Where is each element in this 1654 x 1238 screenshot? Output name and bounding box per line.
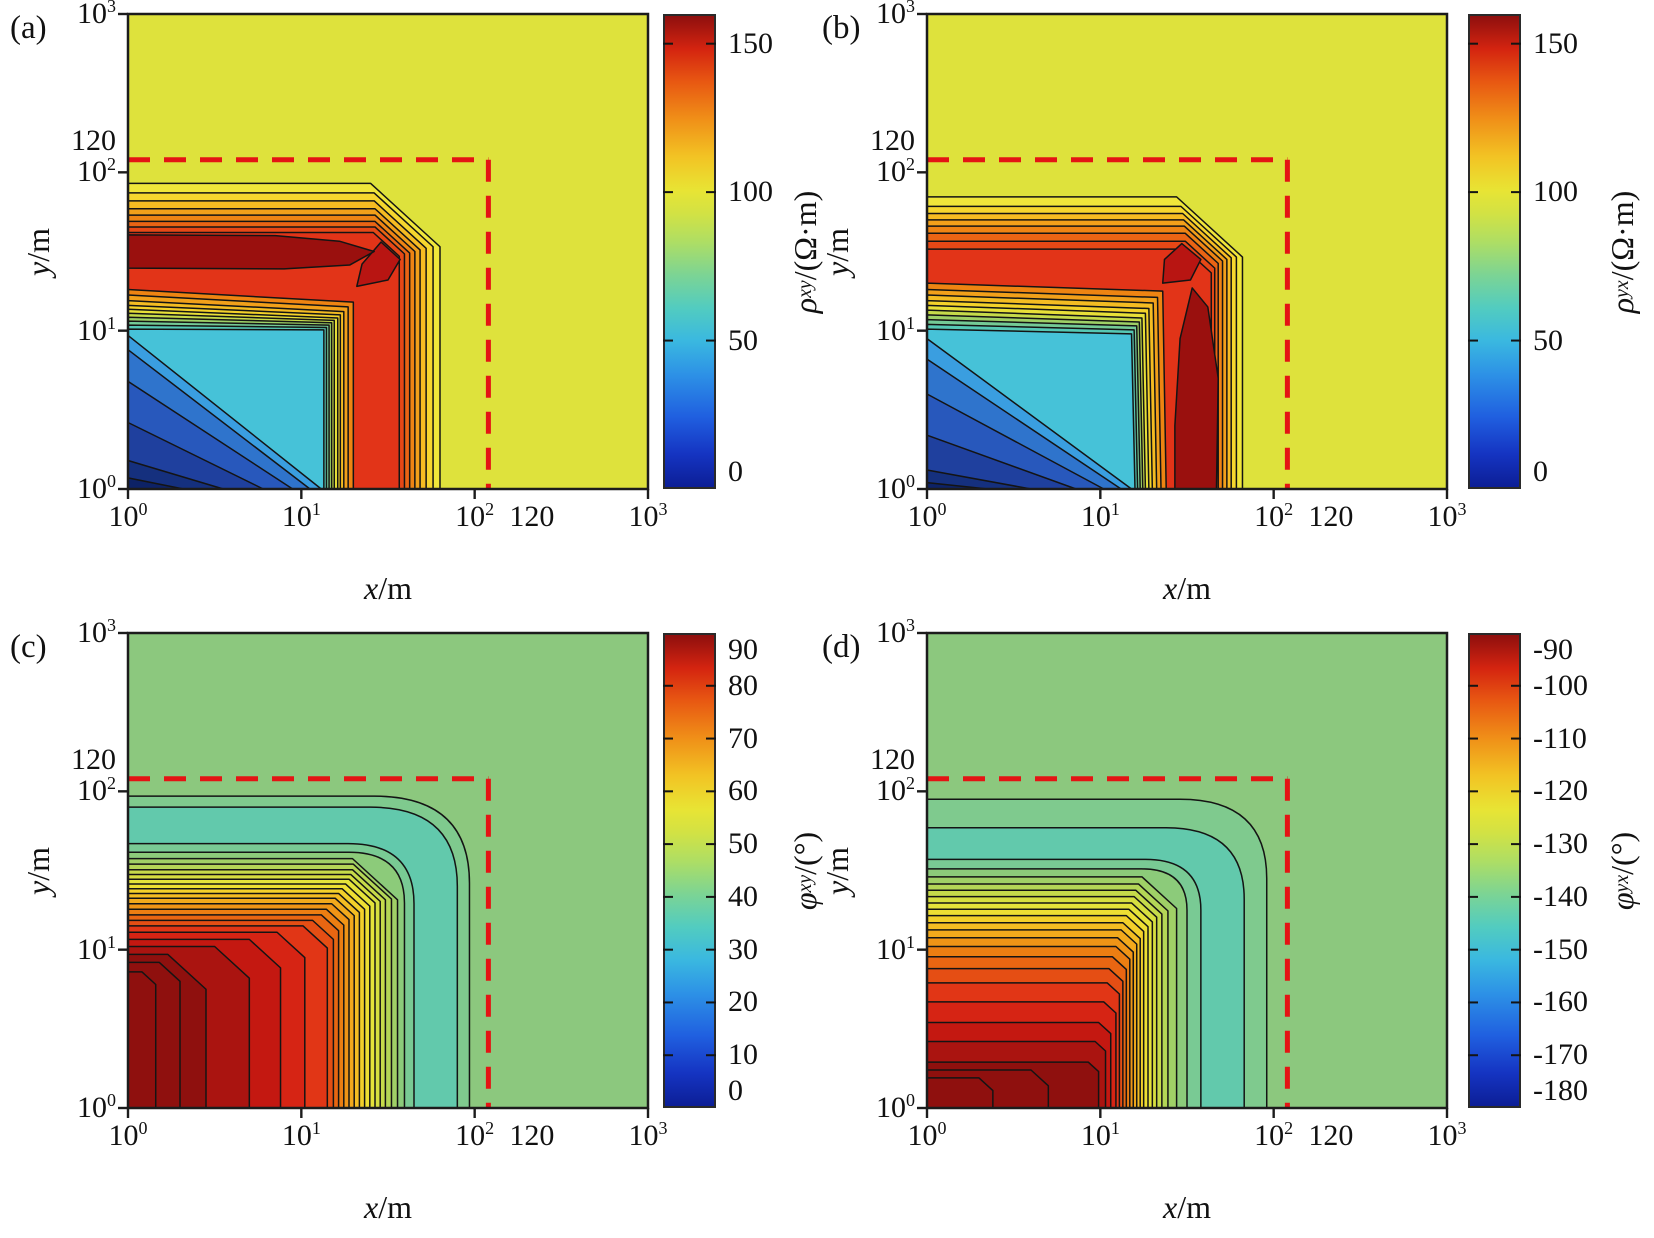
colorbar-title-d: φ yx/(°) [1603, 831, 1640, 910]
x-tick-label: 120 [509, 1119, 555, 1152]
colorbar-tick-label: 80 [728, 668, 758, 702]
colorbar-tick-label: -140 [1533, 879, 1588, 913]
colorbar-tick-label: 0 [1533, 455, 1548, 488]
y-tick-label: 103 [77, 0, 116, 30]
y-tick-label: 102 [876, 154, 915, 189]
panel-a-colorbar-ticks [663, 42, 716, 342]
x-tick-label: 102 [1254, 499, 1294, 533]
x-tick-label: 100 [108, 499, 148, 533]
panel-c-colorbar [663, 633, 716, 1108]
x-tick-label: 102 [1254, 1118, 1294, 1152]
panel-a-contour-svg [118, 12, 650, 499]
y-tick-label: 120 [71, 742, 116, 776]
panel-letter-b: (b) [822, 10, 861, 46]
colorbar-tick-label: 100 [1533, 175, 1578, 209]
x-tick-label: 120 [509, 500, 555, 533]
x-axis-title: x/m [1163, 1189, 1211, 1225]
colorbar-tick-label: -100 [1533, 668, 1588, 702]
y-tick-label: 100 [876, 471, 915, 505]
y-tick-label: 103 [876, 0, 915, 30]
panel-a-plot [118, 12, 650, 499]
x-tick-label: 100 [108, 1118, 148, 1152]
panel-letter-d: (d) [822, 629, 861, 665]
panel-d-colorbar-ticks [1468, 684, 1521, 1057]
colorbar-tick-label: -130 [1533, 827, 1588, 861]
colorbar-tick-label: 90 [728, 633, 758, 666]
y-tick-label: 101 [77, 312, 116, 347]
panel-d-colorbar [1468, 633, 1521, 1108]
y-tick-label: 100 [876, 1090, 915, 1124]
panel-letter-c: (c) [10, 629, 47, 665]
y-tick-label: 101 [876, 931, 915, 966]
panel-b-contour-svg [917, 12, 1449, 499]
x-axis-title: x/m [1163, 570, 1211, 606]
colorbar-tick-label: 150 [1533, 26, 1578, 60]
colorbar-tick-label: -170 [1533, 1038, 1588, 1072]
colorbar-tick-label: 70 [728, 721, 758, 755]
colorbar-tick-label: 50 [1533, 323, 1563, 357]
x-axis-title: x/m [364, 570, 412, 606]
panel-b-colorbar [1468, 14, 1521, 489]
x-tick-label: 103 [1427, 1118, 1467, 1152]
colorbar-tick-label: -150 [1533, 932, 1588, 966]
colorbar-tick-label: 50 [728, 323, 758, 357]
colorbar-tick-label: -110 [1533, 721, 1587, 755]
x-tick-label: 100 [907, 1118, 947, 1152]
colorbar-tick-label: 10 [728, 1038, 758, 1072]
colorbar-tick-label: 0 [728, 455, 743, 488]
panel-c-contour-svg [118, 631, 650, 1118]
x-tick-label: 101 [281, 499, 321, 533]
x-tick-label: 102 [455, 1118, 495, 1152]
y-tick-label: 101 [77, 931, 116, 966]
x-axis-title: x/m [364, 1189, 412, 1225]
panel-b-plot [917, 12, 1449, 499]
y-tick-label: 120 [71, 123, 116, 157]
colorbar-tick-label: 40 [728, 879, 758, 913]
colorbar-tick-label: -180 [1533, 1074, 1588, 1107]
x-tick-label: 103 [628, 1118, 668, 1152]
colorbar-tick-label: 60 [728, 774, 758, 808]
colorbar-tick-label: 30 [728, 932, 758, 966]
colorbar-tick-label: 100 [728, 175, 773, 209]
x-tick-label: 120 [1308, 500, 1354, 533]
x-tick-label: 101 [281, 1118, 321, 1152]
colorbar-tick-label: 0 [728, 1074, 743, 1107]
colorbar-title-b: ρ yx/(Ω·m) [1603, 190, 1640, 313]
colorbar-tick-label: 20 [728, 985, 758, 1019]
y-tick-label: 101 [876, 312, 915, 347]
panel-d-contour-svg [917, 631, 1449, 1118]
y-tick-label: 103 [77, 615, 116, 649]
colorbar-tick-label: -160 [1533, 985, 1588, 1019]
y-tick-label: 100 [77, 1090, 116, 1124]
y-axis-title: y/m [818, 846, 855, 895]
colorbar-tick-label: 150 [728, 26, 773, 60]
x-tick-label: 100 [907, 499, 947, 533]
x-tick-label: 103 [628, 499, 668, 533]
y-tick-label: 120 [870, 123, 915, 157]
y-tick-label: 102 [77, 154, 116, 189]
y-axis-title: y/m [818, 227, 855, 276]
colorbar-tick-label: -90 [1533, 633, 1573, 666]
x-tick-label: 102 [455, 499, 495, 533]
x-tick-label: 120 [1308, 1119, 1354, 1152]
panel-a-colorbar [663, 14, 716, 489]
panel-d-plot [917, 631, 1449, 1118]
x-tick-label: 101 [1080, 499, 1120, 533]
y-axis-title: y/m [19, 227, 56, 276]
y-tick-label: 120 [870, 742, 915, 776]
panel-c-plot [118, 631, 650, 1118]
y-tick-label: 102 [77, 773, 116, 808]
panel-c-colorbar-ticks [663, 684, 716, 1057]
x-tick-label: 103 [1427, 499, 1467, 533]
y-axis-title: y/m [19, 846, 56, 895]
y-tick-label: 100 [77, 471, 116, 505]
colorbar-tick-label: 50 [728, 827, 758, 861]
x-tick-label: 101 [1080, 1118, 1120, 1152]
colorbar-tick-label: -120 [1533, 774, 1588, 808]
y-tick-label: 103 [876, 615, 915, 649]
y-tick-label: 102 [876, 773, 915, 808]
panel-b-colorbar-ticks [1468, 42, 1521, 342]
panel-letter-a: (a) [10, 10, 47, 46]
